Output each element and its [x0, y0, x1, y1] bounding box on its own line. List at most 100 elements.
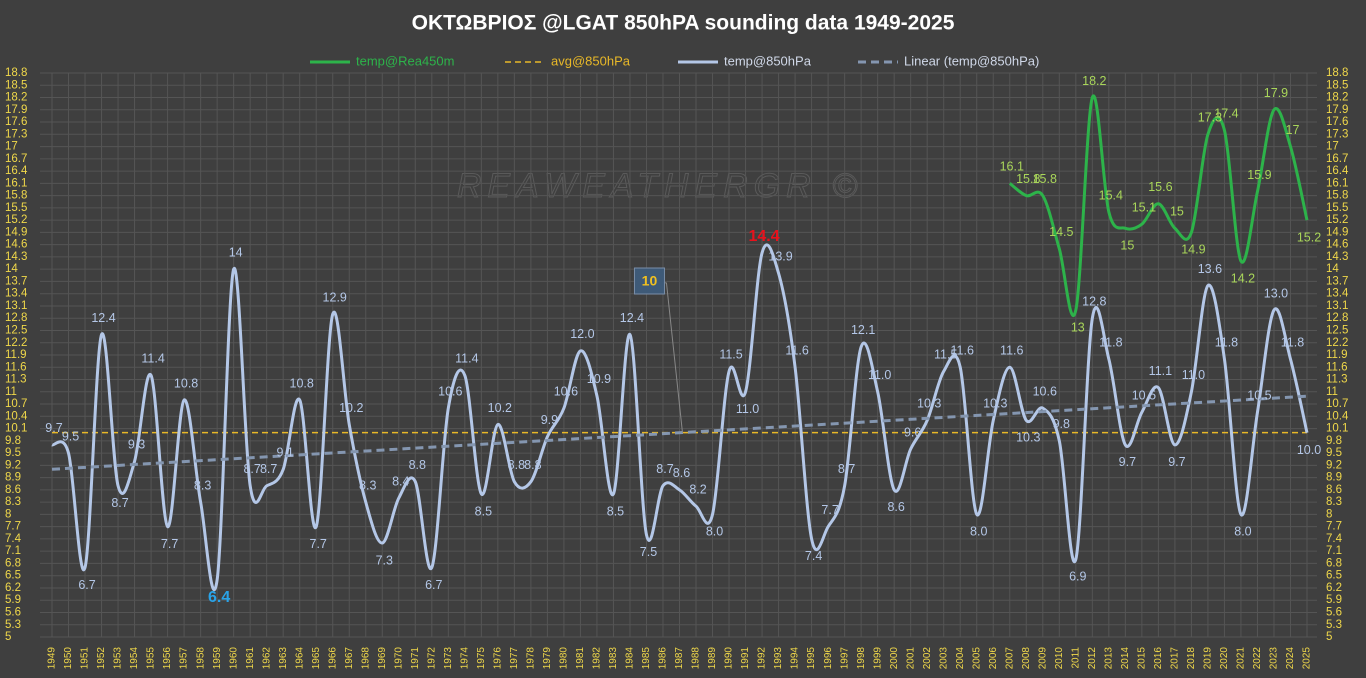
y2-tick-label: 5.9 [1326, 594, 1342, 606]
data-label: 9.1 [276, 446, 293, 460]
x-tick-label: 1986 [658, 647, 669, 670]
data-label: 13.9 [768, 250, 792, 264]
data-label: 7.7 [161, 537, 178, 551]
data-label: 13.6 [1198, 262, 1222, 276]
x-tick-label: 1971 [410, 647, 421, 670]
chart-title: ΟΚΤΩΒΡΙΟΣ @LGAT 850hPA sounding data 194… [412, 12, 955, 35]
y2-tick-label: 6.5 [1326, 570, 1342, 582]
legend-label: avg@850hPa [551, 53, 631, 68]
data-label: 8.5 [607, 504, 624, 518]
x-tick-label: 1951 [80, 647, 91, 670]
y2-tick-label: 11.6 [1326, 361, 1348, 373]
data-label: 15.4 [1099, 188, 1123, 202]
data-label: 10.3 [917, 397, 941, 411]
x-tick-label: 2002 [922, 647, 933, 670]
data-label: 9.7 [1119, 455, 1136, 469]
data-label: 15.8 [1016, 172, 1040, 186]
y2-tick-label: 13.1 [1326, 300, 1348, 312]
data-label: 11.1 [1149, 364, 1172, 378]
y-tick-label: 6.5 [5, 570, 21, 582]
x-tick-label: 2006 [988, 647, 999, 670]
y-tick-label: 11.6 [5, 361, 27, 373]
data-label: 9.6 [904, 425, 921, 439]
y2-tick-label: 7.4 [1326, 533, 1343, 545]
data-label: 12.4 [620, 311, 644, 325]
y-tick-label: 14.3 [5, 251, 27, 263]
data-label: 17.9 [1264, 86, 1288, 100]
data-label: 8.6 [673, 466, 690, 480]
y-tick-label: 15.2 [5, 214, 27, 226]
data-label: 11.8 [1281, 335, 1304, 349]
data-label: 8.2 [689, 483, 706, 497]
data-label: 8.0 [706, 525, 723, 539]
data-label: 14.9 [1181, 243, 1205, 257]
data-label: 13.0 [1264, 286, 1288, 300]
x-tick-label: 1989 [707, 647, 718, 670]
y-tick-label: 10.4 [5, 410, 28, 422]
y2-tick-label: 18.2 [1326, 92, 1348, 104]
x-tick-label: 1981 [575, 647, 586, 670]
y2-tick-label: 10.4 [1326, 410, 1349, 422]
y-tick-label: 11.9 [5, 349, 27, 361]
data-label: 8.7 [656, 462, 673, 476]
x-tick-label: 2008 [1021, 647, 1032, 670]
x-tick-label: 1972 [426, 647, 437, 670]
x-tick-label: 1966 [327, 647, 338, 670]
x-tick-label: 2005 [971, 647, 982, 670]
x-tick-label: 1991 [740, 647, 751, 670]
y-tick-label: 13.1 [5, 300, 27, 312]
data-label: 15.9 [1247, 168, 1271, 182]
y-tick-label: 17.6 [5, 116, 27, 128]
x-tick-label: 1975 [476, 647, 487, 670]
data-label: 15.8 [1033, 172, 1057, 186]
data-label: 12.8 [1082, 295, 1106, 309]
y2-tick-label: 14.3 [1326, 251, 1348, 263]
y-tick-label: 13.4 [5, 288, 28, 300]
data-label: 11.5 [934, 348, 957, 362]
x-tick-label: 1961 [245, 647, 256, 670]
y-tick-label: 15.5 [5, 202, 27, 214]
data-label: 12.1 [851, 323, 875, 337]
y-tick-label: 5.6 [5, 607, 21, 619]
x-tick-label: 1976 [492, 647, 503, 670]
x-tick-label: 2016 [1153, 647, 1164, 670]
x-tick-label: 1984 [625, 647, 636, 670]
y2-tick-label: 11.9 [1326, 349, 1348, 361]
x-tick-label: 1968 [360, 647, 371, 670]
y2-tick-label: 5.3 [1326, 619, 1342, 631]
x-tick-label: 2023 [1269, 647, 1280, 670]
data-label: 17.3 [1198, 111, 1222, 125]
data-label: 9.5 [62, 429, 79, 443]
y-tick-label: 6.8 [5, 557, 21, 569]
x-tick-label: 1985 [641, 647, 652, 670]
x-tick-label: 1960 [228, 647, 239, 670]
y2-tick-label: 16.4 [1326, 165, 1349, 177]
y2-tick-label: 11.3 [1326, 374, 1348, 386]
x-tick-label: 2017 [1170, 647, 1181, 670]
data-label: 11.5 [719, 348, 742, 362]
x-tick-label: 1977 [509, 647, 520, 670]
y2-tick-label: 13.7 [1326, 275, 1348, 287]
data-label: 16.1 [1000, 160, 1024, 174]
x-tick-label: 1973 [443, 647, 454, 670]
y-tick-label: 14.6 [5, 239, 27, 251]
y2-tick-label: 9.5 [1326, 447, 1342, 459]
data-label: 10.3 [1016, 431, 1040, 445]
y2-tick-label: 8.3 [1326, 496, 1342, 508]
x-tick-label: 2019 [1203, 647, 1214, 670]
x-tick-label: 1999 [872, 647, 883, 670]
y2-tick-label: 14.9 [1326, 226, 1348, 238]
data-label: 14 [229, 245, 243, 259]
data-label: 7.7 [821, 503, 838, 517]
y2-tick-label: 8.6 [1326, 484, 1342, 496]
y2-tick-label: 8.9 [1326, 472, 1342, 484]
x-tick-label: 1979 [542, 647, 553, 670]
x-tick-label: 1962 [261, 647, 272, 670]
x-tick-label: 2001 [905, 647, 916, 670]
data-label: 8.7 [260, 462, 277, 476]
y2-tick-label: 9.8 [1326, 435, 1342, 447]
data-label: 8.3 [194, 478, 211, 492]
x-tick-label: 2024 [1285, 647, 1296, 670]
y2-tick-label: 18.5 [1326, 79, 1348, 91]
y2-tick-label: 17.9 [1326, 104, 1348, 116]
